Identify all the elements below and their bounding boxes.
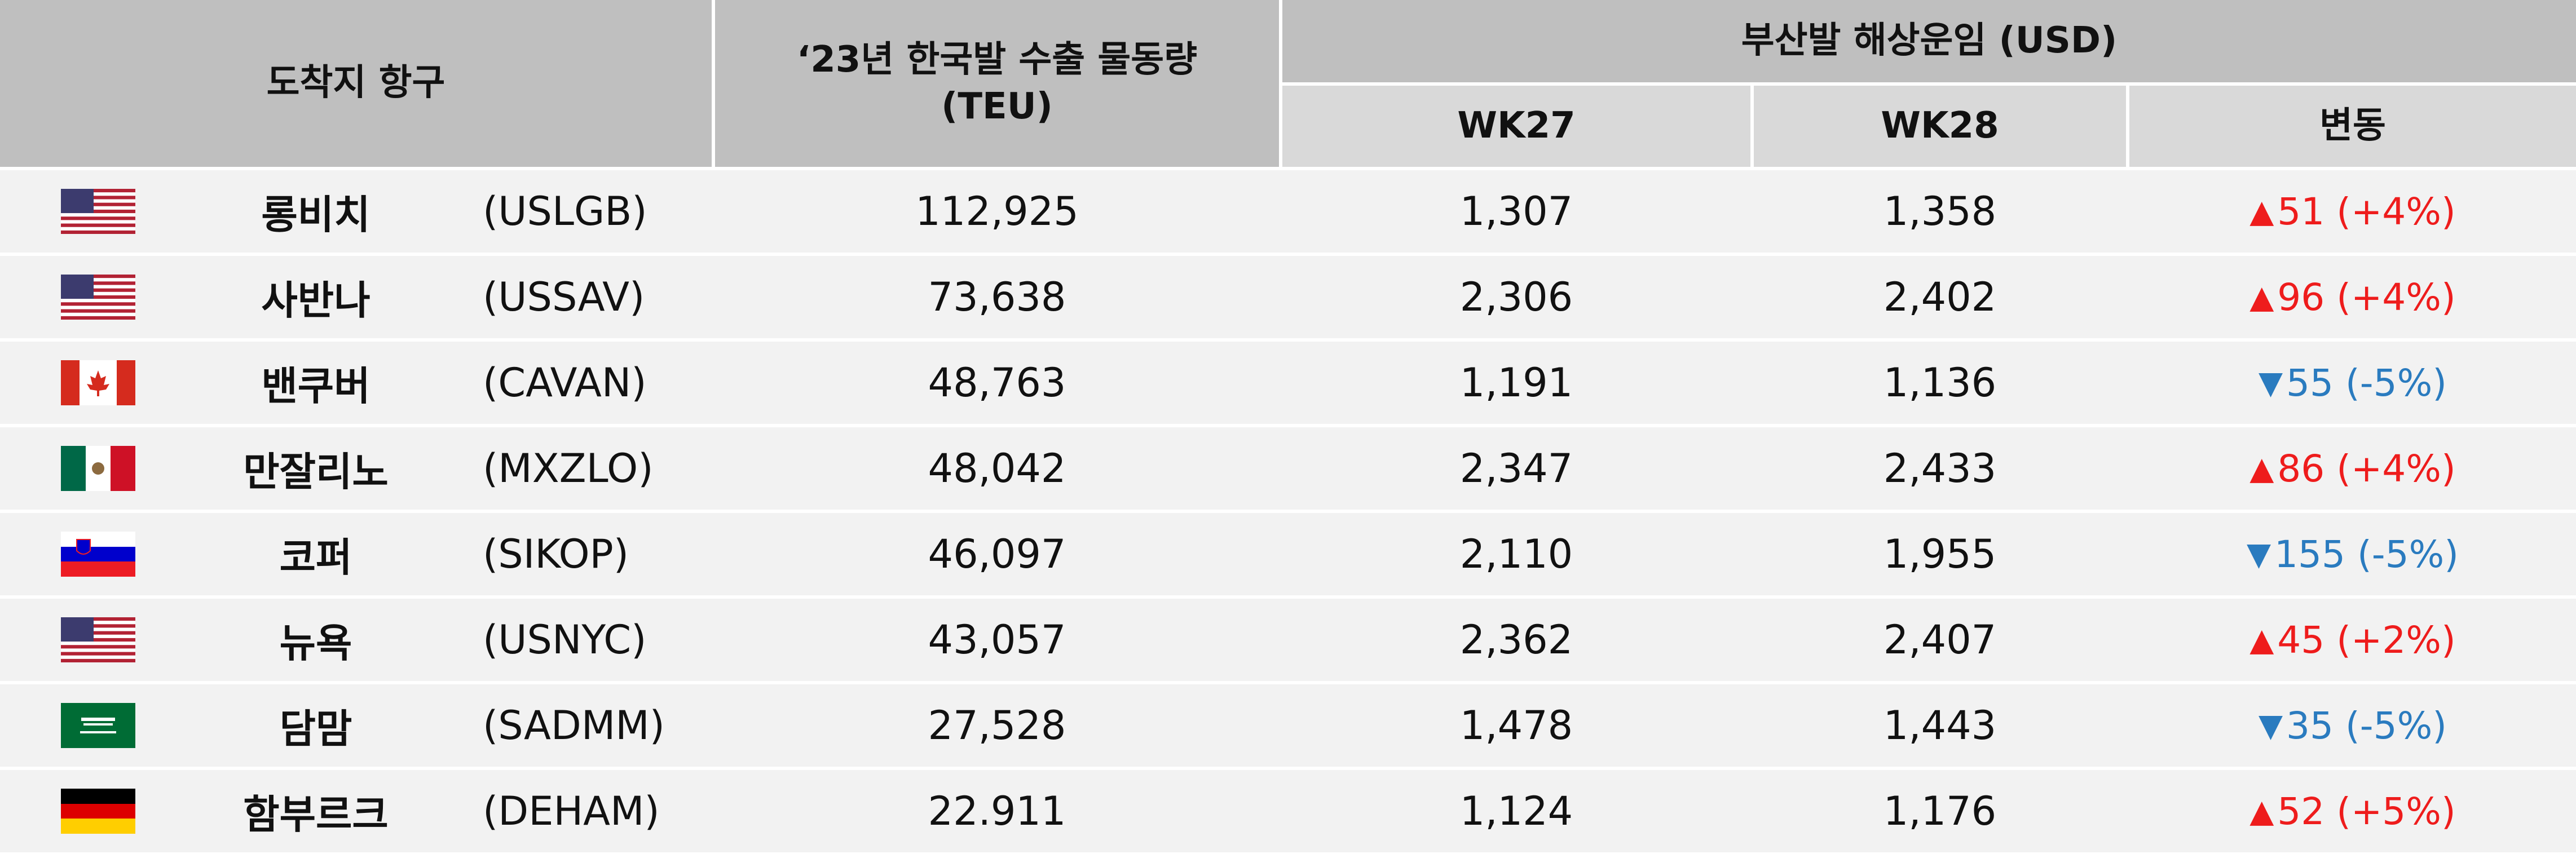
rate-wk28: 2,407 [1883,617,1997,663]
table-row: 롱비치 (USLGB) 112,925 1,307 1,358 ▲ 51 (+4%) [0,170,2576,253]
port-name: 코퍼 [279,534,352,581]
us-flag-icon [61,275,135,320]
rate-change-value: 55 (-5%) [2286,361,2447,405]
header-export-volume: ‘23년 한국발 수출 물동량 (TEU) [715,0,1279,167]
export-volume: 48,042 [928,445,1066,492]
port-code: (USSAV) [483,274,645,320]
header-wk28: WK28 [1754,86,2126,167]
port-code: (USLGB) [483,188,647,235]
triangle-up-icon: ▲ [2249,793,2274,830]
rate-change-value: 35 (-5%) [2286,704,2447,747]
port-name: 함부르크 [243,791,389,838]
rate-change-value: 52 (+5%) [2277,789,2456,833]
port-code: (USNYC) [483,617,647,663]
export-volume: 73,638 [928,274,1066,320]
mx-flag-icon [61,446,135,491]
rate-wk27: 1,124 [1459,788,1573,834]
rate-wk27: 2,306 [1459,274,1573,320]
export-volume: 46,097 [928,531,1066,577]
rate-wk27: 1,307 [1459,188,1573,235]
port-code: (CAVAN) [483,360,647,406]
rate-wk28: 2,433 [1883,445,1997,492]
rate-change: ▲ 51 (+4%) [2129,170,2576,253]
rate-change-value: 45 (+2%) [2277,618,2456,662]
triangle-up-icon: ▲ [2249,193,2274,230]
us-flag-icon [61,617,135,662]
header-freight-group: 부산발 해상운임 (USD) [1282,0,2576,82]
si-flag-icon [61,532,135,577]
us-flag-icon [61,189,135,234]
port-code: (SIKOP) [483,531,629,577]
table-row: 뉴욕 (USNYC) 43,057 2,362 2,407 ▲ 45 (+2%) [0,599,2576,681]
port-code: (MXZLO) [483,445,654,492]
rate-change: ▼ 35 (-5%) [2129,684,2576,767]
port-name: 만잘리노 [243,448,389,495]
triangle-down-icon: ▼ [2258,707,2283,744]
sa-flag-icon [61,703,135,748]
ca-flag-icon [61,360,135,405]
export-volume: 22.911 [928,788,1066,834]
table-row: 담맘 (SADMM) 27,528 1,478 1,443 ▼ 35 (-5%) [0,684,2576,767]
header-wk27: WK27 [1282,86,1750,167]
rate-change: ▼ 155 (-5%) [2129,513,2576,595]
port-name: 사반나 [261,277,370,324]
table-row: 사반나 (USSAV) 73,638 2,306 2,402 ▲ 96 (+4%) [0,256,2576,338]
table-row: 만잘리노 (MXZLO) 48,042 2,347 2,433 ▲ 86 (+4%) [0,427,2576,510]
rate-change-value: 155 (-5%) [2274,532,2459,576]
rate-wk28: 1,358 [1883,188,1997,235]
rate-change: ▼ 55 (-5%) [2129,342,2576,424]
triangle-up-icon: ▲ [2249,450,2274,487]
header-destination-port: 도착지 항구 [0,0,712,167]
rate-change-value: 86 (+4%) [2277,446,2456,490]
rate-wk27: 1,191 [1459,360,1573,406]
rate-change-value: 96 (+4%) [2277,275,2456,319]
triangle-down-icon: ▼ [2246,536,2271,573]
rate-change: ▲ 52 (+5%) [2129,770,2576,852]
de-flag-icon [61,789,135,834]
rate-wk27: 2,362 [1459,617,1573,663]
header-change: 변동 [2129,86,2576,167]
export-volume: 48,763 [928,360,1066,406]
rate-change-value: 51 (+4%) [2277,189,2456,233]
triangle-up-icon: ▲ [2249,621,2274,658]
rate-wk28: 1,176 [1883,788,1997,834]
port-name: 뉴욕 [279,620,352,666]
rate-wk28: 1,955 [1883,531,1997,577]
table-row: 함부르크 (DEHAM) 22.911 1,124 1,176 ▲ 52 (+5%) [0,770,2576,852]
rate-wk27: 1,478 [1459,702,1573,749]
export-volume: 112,925 [915,188,1079,235]
export-volume: 43,057 [928,617,1066,663]
rate-change: ▲ 96 (+4%) [2129,256,2576,338]
rate-wk28: 1,136 [1883,360,1997,406]
triangle-down-icon: ▼ [2258,364,2283,401]
rate-wk28: 1,443 [1883,702,1997,749]
rate-wk27: 2,347 [1459,445,1573,492]
table-row: 코퍼 (SIKOP) 46,097 2,110 1,955 ▼ 155 (-5%) [0,513,2576,595]
export-volume: 27,528 [928,702,1066,749]
rate-wk28: 2,402 [1883,274,1997,320]
rate-wk27: 2,110 [1459,531,1573,577]
port-code: (DEHAM) [483,788,660,834]
port-code: (SADMM) [483,702,665,749]
rate-change: ▲ 45 (+2%) [2129,599,2576,681]
header-export-volume-line1: ‘23년 한국발 수출 물동량 [796,38,1198,81]
triangle-up-icon: ▲ [2249,278,2274,316]
table-row: 밴쿠버 (CAVAN) 48,763 1,191 1,136 ▼ 55 (-5%) [0,342,2576,424]
header-export-volume-line2: (TEU) [941,86,1053,127]
port-name: 밴쿠버 [261,362,370,409]
port-name: 롱비치 [261,191,370,238]
rate-change: ▲ 86 (+4%) [2129,427,2576,510]
port-name: 담맘 [279,705,352,752]
